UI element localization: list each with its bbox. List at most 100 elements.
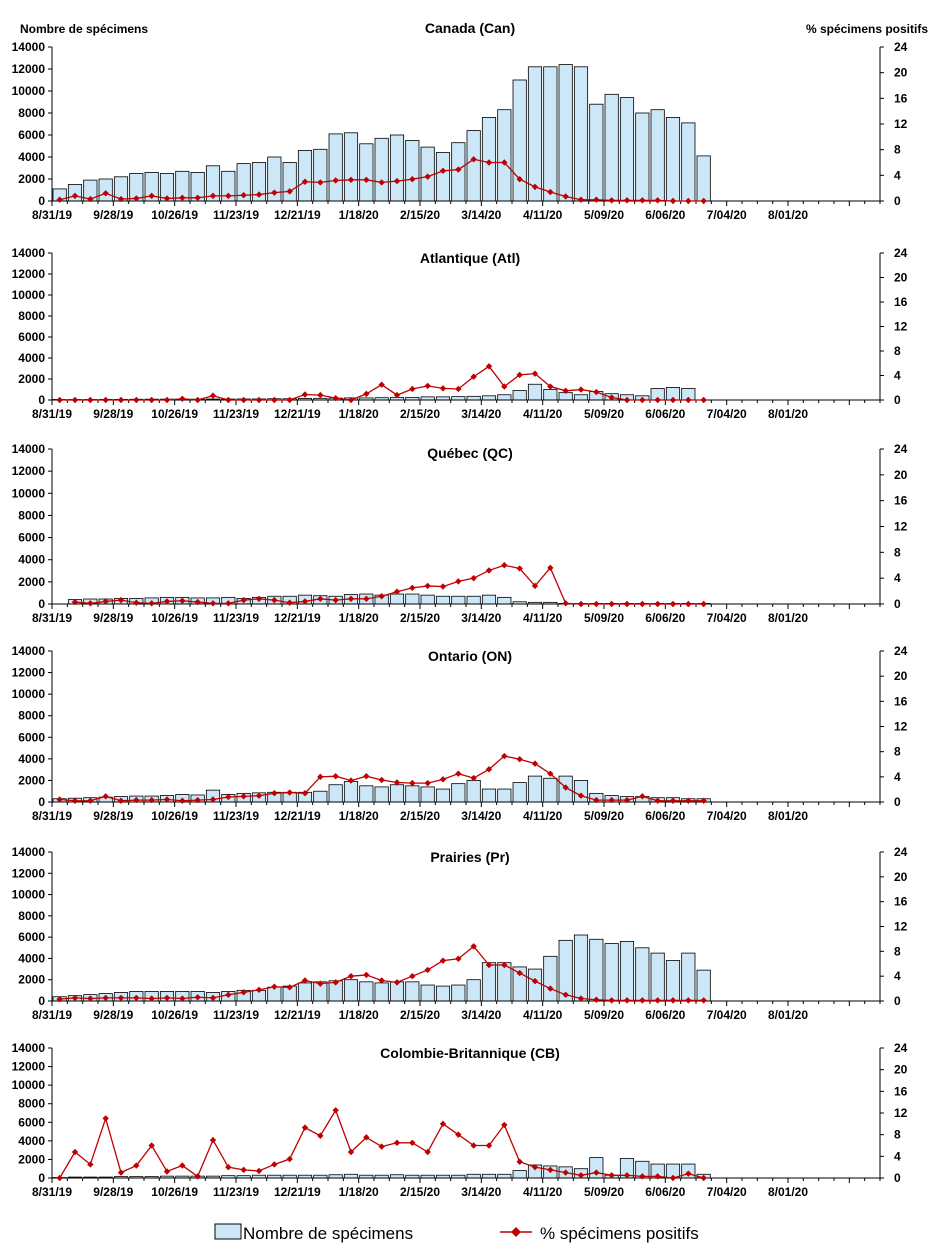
x-tick-label: 10/26/19 [151,407,198,421]
x-tick-label: 8/01/20 [768,809,808,823]
positivity-point [56,1174,63,1182]
positivity-point [332,979,339,986]
positivity-point [209,392,217,399]
positivity-point [409,584,416,592]
positivity-point [608,197,615,204]
bar [573,394,589,401]
bar [527,66,543,202]
positivity-point [317,980,324,987]
x-tick-label: 9/28/19 [93,407,133,421]
positivity-point [409,385,416,393]
y-left-tick-label: 6000 [18,330,45,344]
positivity-point [700,396,707,404]
positivity-point [424,1148,431,1156]
positivity-point [255,792,263,799]
bar [604,943,619,1002]
y-left-tick-label: 10000 [12,1078,46,1092]
positivity-point [562,784,569,791]
y-left-tick-label: 4000 [18,951,45,965]
x-tick-label: 12/21/19 [274,208,321,222]
positivity-point [378,179,385,186]
x-tick-label: 12/21/19 [274,1185,321,1199]
x-tick-label: 5/09/20 [584,1185,624,1199]
positivity-point [424,173,431,180]
positivity-point [209,1136,217,1144]
x-tick-label: 1/18/20 [339,809,379,823]
positivity-point [179,995,186,1002]
positivity-point [133,195,140,202]
bar [481,788,497,803]
positivity-point [700,797,707,804]
positivity-point [455,955,462,962]
x-tick-label: 2/15/20 [400,208,440,222]
positivity-point [424,382,431,390]
y-left-tick-label: 14000 [12,644,46,658]
positivity-point [516,969,523,977]
positivity-point [286,188,293,195]
positivity-point [194,994,201,1001]
positivity-point [516,1158,523,1165]
bar [589,103,604,202]
bar [497,596,512,605]
positivity-point [255,595,263,603]
positivity-point [102,190,109,197]
positivity-point [424,582,431,590]
positivity-point [378,977,385,984]
y-left-tick-label: 6000 [18,930,45,944]
positivity-point [700,197,707,205]
positivity-point [455,166,462,173]
y-left-tick-label: 4000 [18,553,45,567]
bar [466,979,481,1002]
positivity-point [577,995,585,1002]
positivity-point [593,996,600,1003]
y-right-tick-label: 24 [894,845,908,859]
positivity-point [317,391,324,399]
bar [573,66,589,202]
positivity-point [562,387,569,395]
x-tick-label: 7/04/20 [707,407,747,421]
positivity-point [133,994,140,1002]
y-right-tick-label: 12 [894,117,908,131]
x-tick-label: 5/09/20 [584,407,624,421]
positivity-point [439,1120,447,1128]
y-right-tick-label: 8 [894,1128,901,1142]
positivity-point [363,773,370,780]
y-right-tick-label: 0 [894,795,901,809]
bar [573,934,589,1002]
x-tick-label: 4/11/20 [523,1008,563,1022]
y-right-tick-label: 12 [894,720,908,734]
positivity-point [148,796,155,804]
legend-line-marker [511,1227,521,1237]
positivity-point [393,177,401,185]
positivity-point [700,997,707,1004]
positivity-point [332,1107,339,1114]
positivity-point [485,363,493,370]
y-left-tick-label: 2000 [18,773,45,787]
x-tick-label: 9/28/19 [93,809,133,823]
x-tick-label: 10/26/19 [151,611,198,625]
positivity-point [102,1115,109,1122]
bar [405,140,420,202]
positivity-point [501,1121,508,1129]
y-right-tick-label: 20 [894,66,908,80]
positivity-point [163,195,171,202]
positivity-point [577,196,585,203]
x-tick-label: 1/18/20 [339,611,379,625]
y-right-tick-label: 12 [894,520,908,534]
bar [98,178,113,202]
y-right-tick-label: 16 [894,494,908,508]
positivity-point [363,390,370,398]
x-tick-label: 8/31/19 [32,1008,72,1022]
bar [696,155,711,202]
positivity-point [470,1142,477,1149]
bar [466,595,481,605]
y-left-tick-label: 2000 [18,575,45,589]
positivity-point [71,192,79,200]
positivity-point [209,796,217,803]
positivity-point [317,773,324,781]
positivity-point [240,793,247,800]
x-tick-label: 12/21/19 [274,1008,321,1022]
positivity-point [439,776,447,783]
positivity-point [623,600,631,608]
positivity-point [409,972,416,980]
